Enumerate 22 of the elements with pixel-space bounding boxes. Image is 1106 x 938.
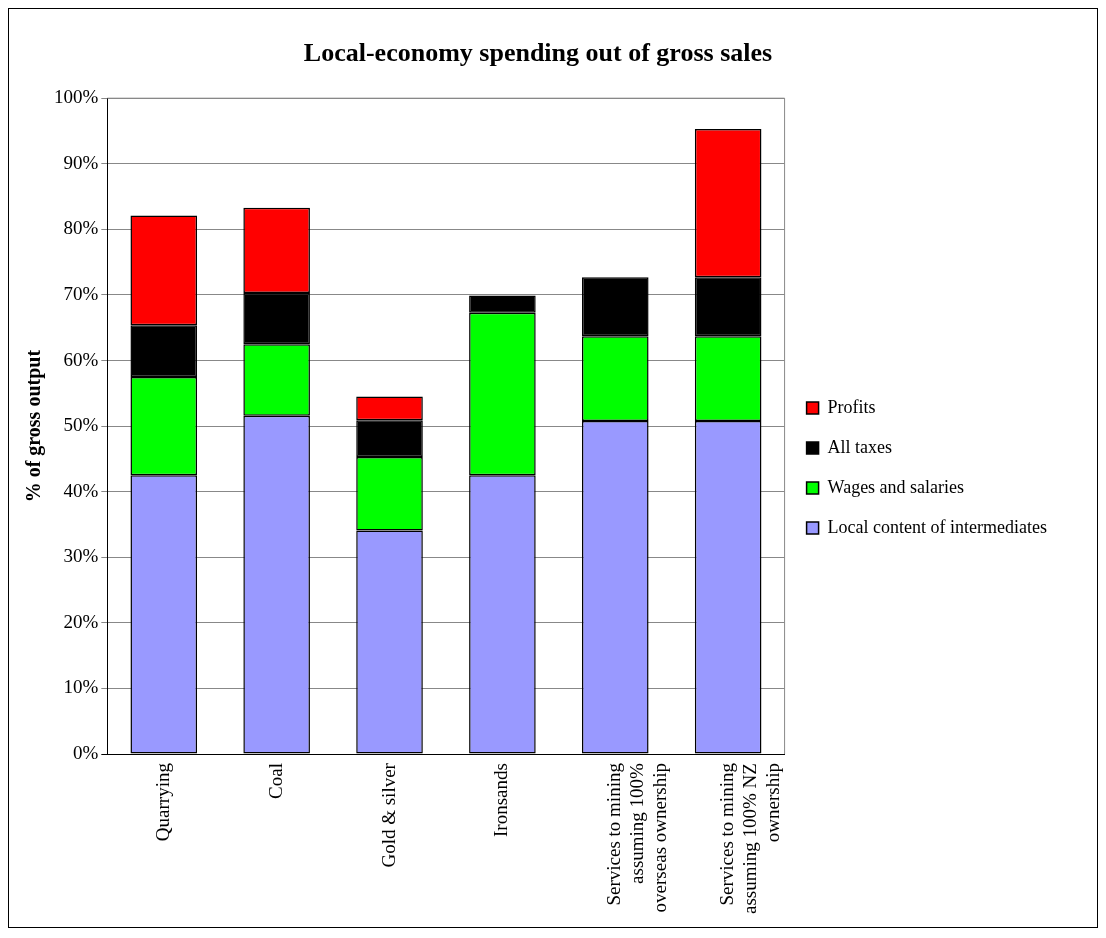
legend-label: All taxes bbox=[827, 436, 893, 457]
y-tick-label: 10% bbox=[63, 676, 99, 698]
chart-title: Local-economy spending out of gross sales bbox=[303, 38, 773, 68]
y-tick-label: 90% bbox=[63, 151, 99, 173]
legend-label: Local content of intermediates bbox=[827, 516, 1048, 537]
x-tick-label: Coal bbox=[264, 763, 286, 799]
x-tick-label: Quarrying bbox=[151, 762, 173, 842]
y-tick-label: 20% bbox=[63, 610, 99, 632]
y-tick-label: 50% bbox=[63, 414, 99, 436]
y-tick-label: 30% bbox=[63, 545, 99, 567]
y-tick-label: 80% bbox=[63, 217, 99, 239]
y-tick-label: 0% bbox=[73, 742, 99, 764]
x-tick-label: Ironsands bbox=[490, 763, 512, 837]
legend-label: Wages and salaries bbox=[827, 476, 965, 497]
y-tick-label: 100% bbox=[54, 86, 99, 108]
x-tick-label: Gold & silver bbox=[377, 762, 399, 868]
y-tick-label: 70% bbox=[63, 282, 99, 304]
x-tick-label: Services to mining assuming 100% overseas ownership bbox=[603, 762, 670, 913]
y-tick-label: 40% bbox=[63, 479, 99, 501]
y-axis-title: % of gross output bbox=[22, 349, 46, 503]
legend-label: Profits bbox=[827, 396, 876, 417]
y-tick-label: 60% bbox=[63, 348, 99, 370]
